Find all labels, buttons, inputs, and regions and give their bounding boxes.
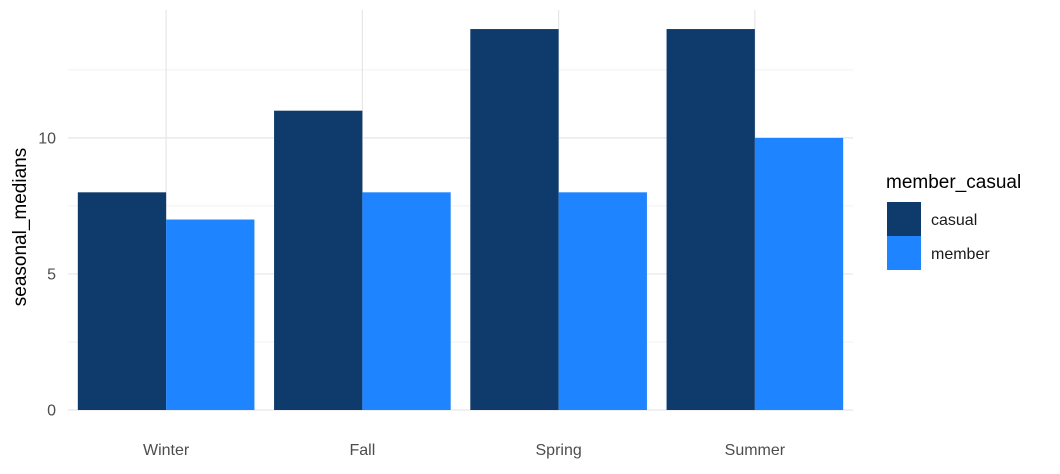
bar-casual-winter [77,192,167,410]
legend-title: member_casual [886,172,1021,193]
bar-member-summer [754,137,844,410]
bar-member-spring [558,192,647,410]
legend-items: casual member [887,202,990,270]
bar-casual-summer [666,29,755,411]
y-axis-title: seasonal_medians [10,148,31,306]
x-tick-label: Fall [349,442,375,459]
x-tick-label: Spring [536,442,582,459]
legend-label-member: member [931,246,990,263]
y-tick-label: 10 [38,130,56,147]
y-tick-label: 0 [47,403,56,420]
legend: member_casual casual member [886,172,1021,270]
x-tick-label: Winter [143,442,190,459]
x-tick-label: Summer [725,442,786,459]
bar-casual-fall [274,110,363,411]
legend-label-casual: casual [931,212,977,229]
legend-swatch-member [887,236,921,270]
bar-member-fall [362,192,451,410]
bars-layer [77,29,844,411]
legend-swatch-casual [887,202,921,236]
x-axis: Winter Fall Spring Summer [143,442,786,459]
y-axis: 0 5 10 [38,130,56,419]
bar-casual-spring [470,29,559,411]
y-tick-label: 5 [47,266,56,283]
bar-member-winter [166,219,255,410]
